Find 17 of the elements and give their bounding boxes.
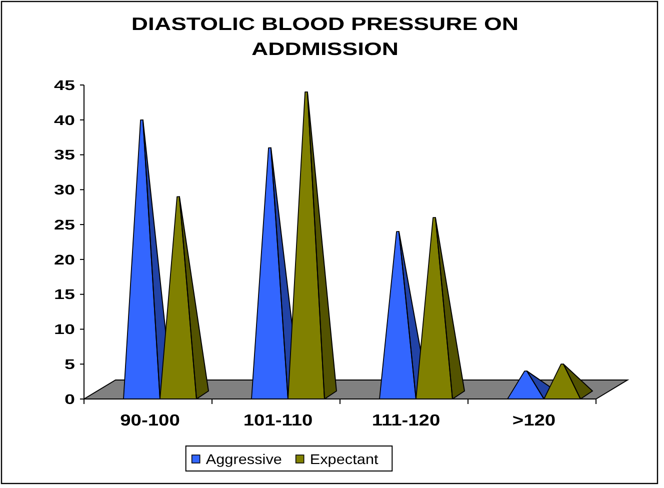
chart-title: DIASTOLIC BLOOD PRESSURE ON ADDMISSION [131,14,519,60]
y-tick-label: 30 [54,182,75,198]
x-tick-label: 101-110 [243,411,313,430]
x-tick-label: 111-120 [372,411,440,430]
y-tick-label: 10 [54,321,75,338]
y-tick-label: 45 [54,77,75,94]
y-tick-label: 0 [64,391,75,408]
x-tick-label: 90-100 [120,411,180,430]
y-tick-label: 5 [64,356,75,372]
y-tick-label: 15 [54,286,75,303]
x-tick-label: >120 [512,411,556,430]
legend-label: Expectant [310,452,378,468]
y-tick-label: 40 [54,112,75,128]
y-tick-label: 25 [54,216,75,233]
y-tick-label: 35 [54,147,75,164]
y-tick-label: 20 [54,252,75,268]
legend-label: Aggressive [206,452,282,468]
